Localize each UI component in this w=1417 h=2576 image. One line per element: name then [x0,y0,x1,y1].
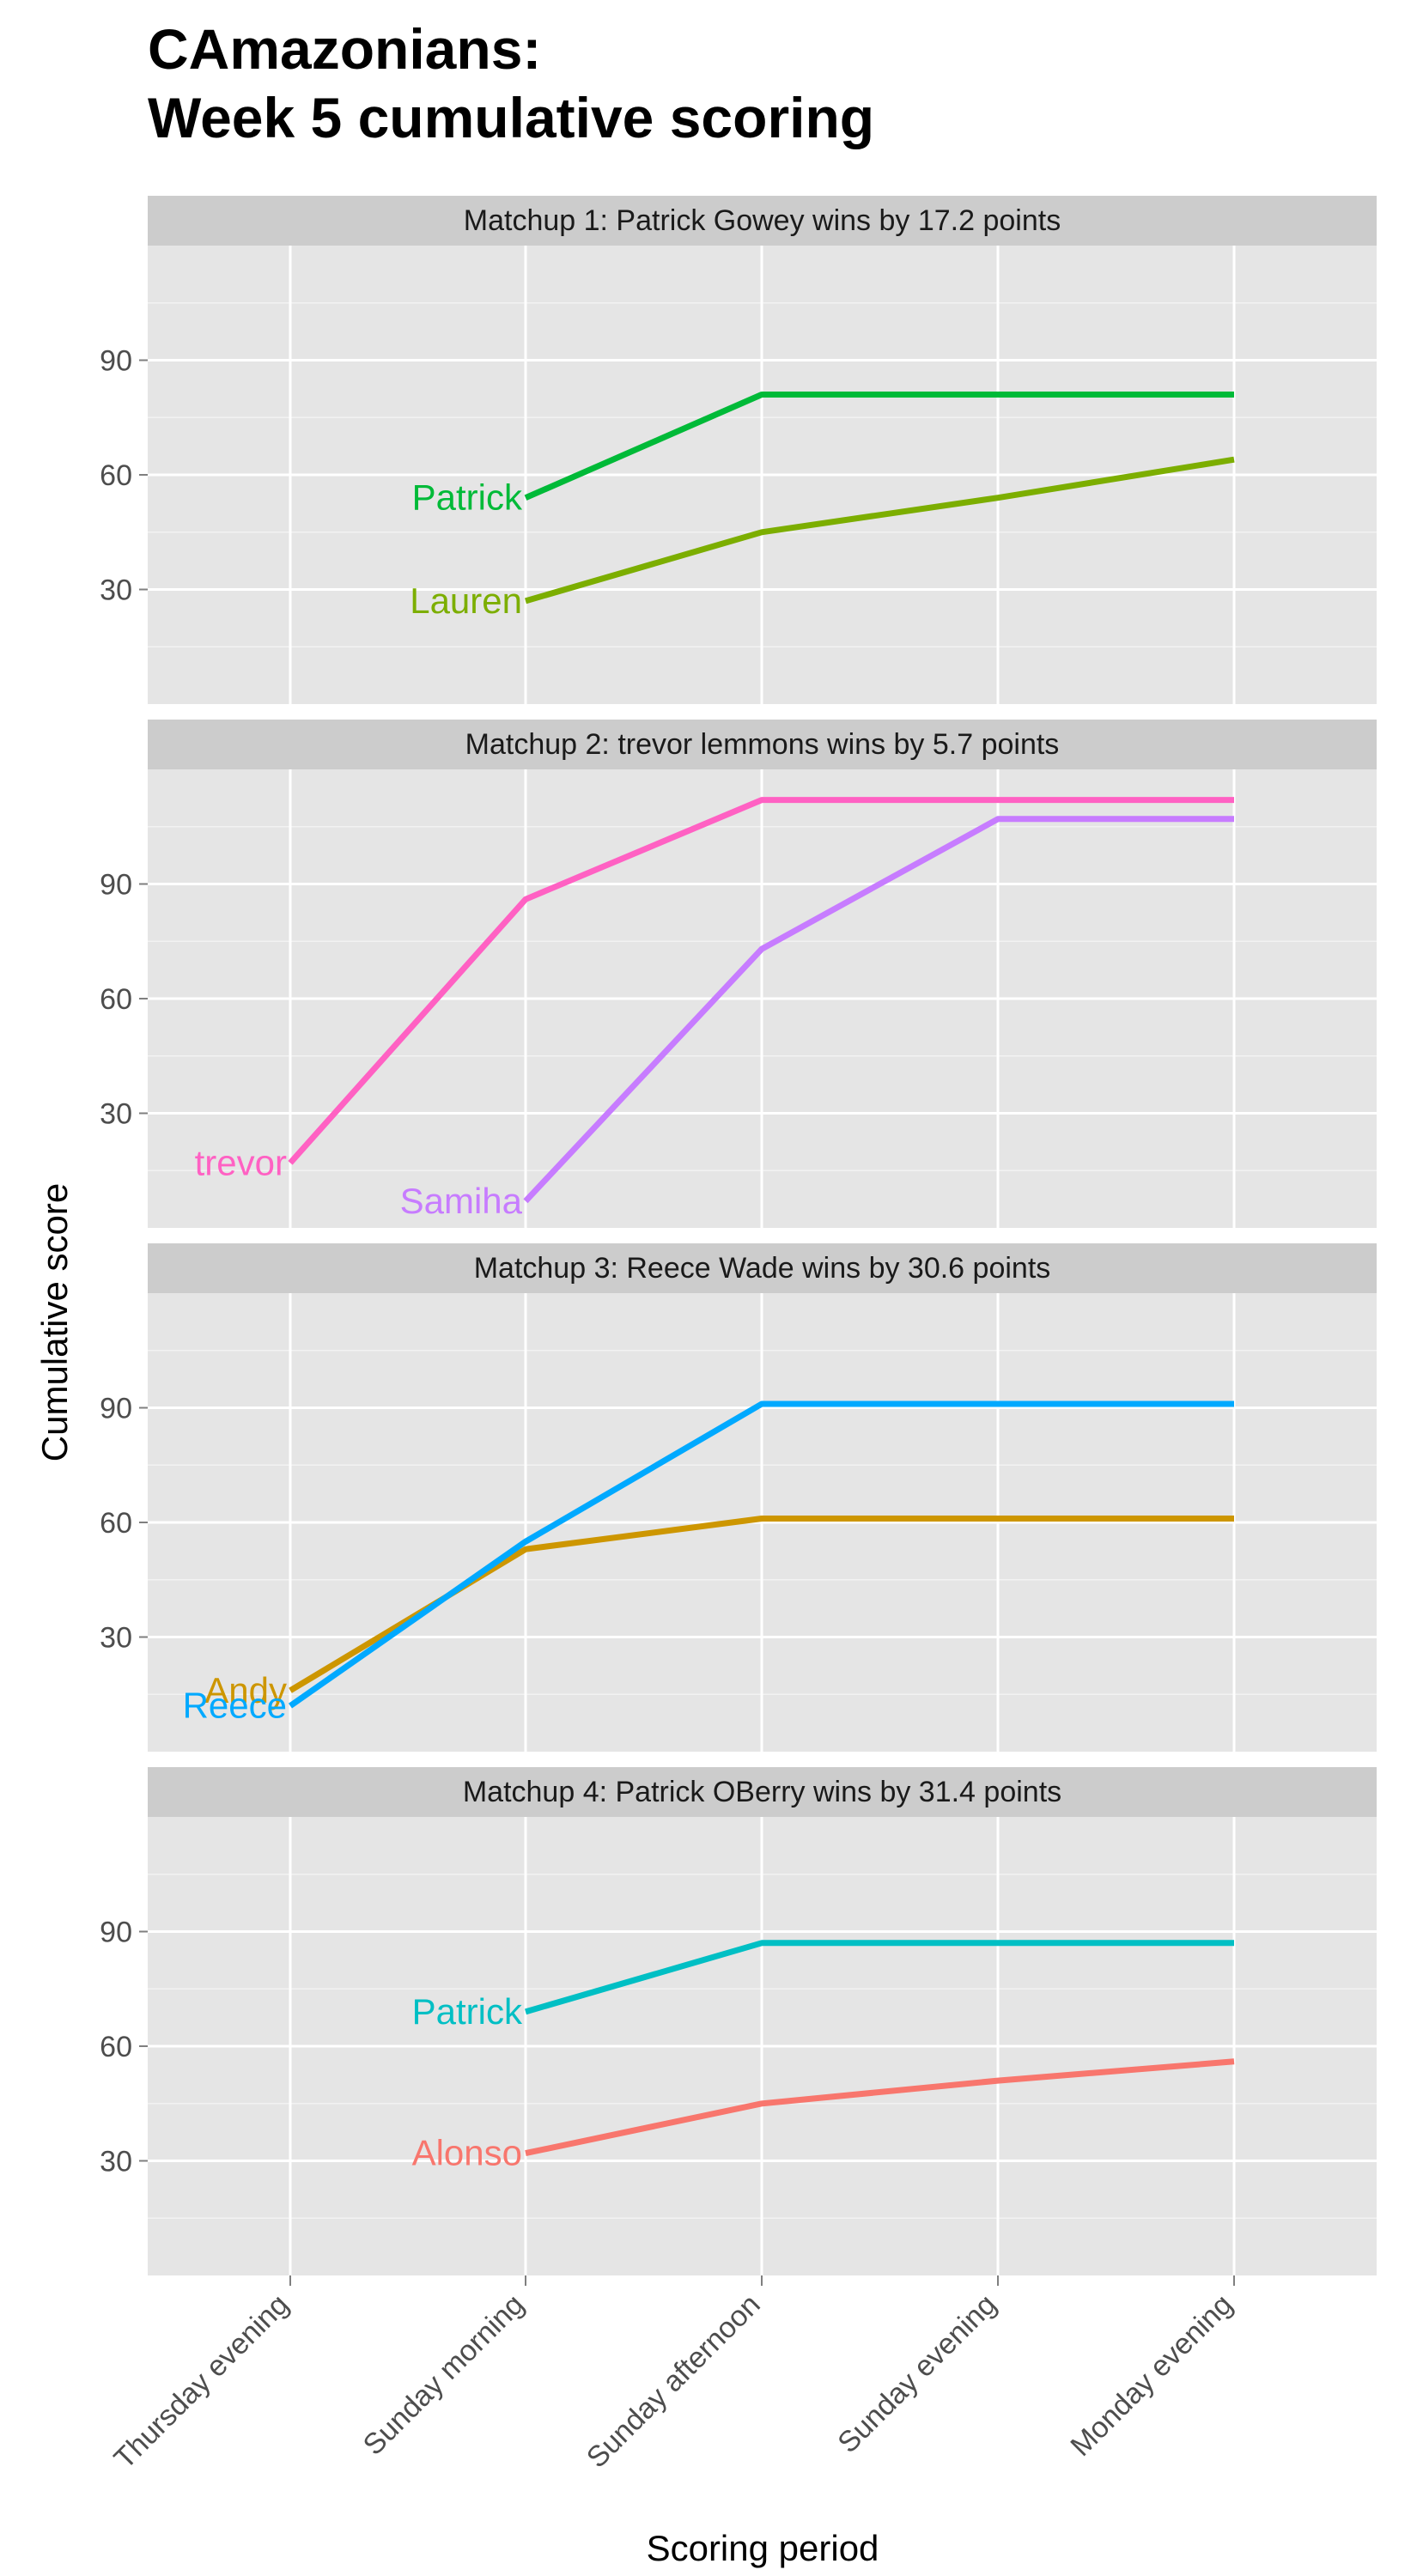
y-tick-label: 30 [100,1622,132,1655]
y-tick-label: 90 [100,1393,132,1425]
y-tick-label: 60 [100,1507,132,1540]
x-tick-label: Sunday evening [831,2288,1002,2459]
y-tick-label: 60 [100,2031,132,2063]
series-label-samiha: Samiha [400,1181,523,1221]
facet-strip [148,196,1377,246]
y-tick-label: 30 [100,2146,132,2178]
x-tick-label: Thursday evening [108,2288,295,2476]
y-axis-title: Cumulative score [34,1183,75,1461]
series-line-patrick [525,1940,1234,2015]
series-line-patrick [524,392,1234,501]
x-axis-title: Scoring period [647,2528,879,2568]
series-label-trevor: trevor [195,1142,287,1182]
facet-4: Matchup 4: Patrick OBerry wins by 31.4 p… [100,1767,1377,2275]
facet-strip-label: Matchup 4: Patrick OBerry wins by 31.4 p… [463,1776,1061,1808]
facet-strip [148,1243,1377,1293]
series-line-lauren [525,456,1235,605]
y-tick-label: 30 [100,574,132,607]
facet-panels: Matchup 1: Patrick Gowey wins by 17.2 po… [100,196,1377,2275]
series-label-patrick: Patrick [412,477,523,518]
chart-title-line-1: CAmazonians: [148,17,541,81]
facet-2: Matchup 2: trevor lemmons wins by 5.7 po… [100,720,1377,1228]
facet-strip-label: Matchup 3: Reece Wade wins by 30.6 point… [474,1252,1051,1285]
y-tick-label: 90 [100,1917,132,1949]
y-tick-label: 30 [100,1098,132,1131]
facet-strip [148,1767,1377,1817]
x-tick-label: Monday evening [1064,2288,1238,2463]
series-label-alonso: Alonso [412,2133,522,2173]
facet-strip-label: Matchup 1: Patrick Gowey wins by 17.2 po… [464,204,1061,237]
series-line-samiha [523,816,1234,1204]
series-label-reece: Reece [183,1686,287,1726]
facet-1: Matchup 1: Patrick Gowey wins by 17.2 po… [100,196,1377,704]
facet-strip [148,720,1377,769]
y-tick-label: 90 [100,869,132,902]
facet-3: Matchup 3: Reece Wade wins by 30.6 point… [100,1243,1377,1752]
series-line-trevor [288,797,1234,1165]
series-label-andy: Andy [204,1670,287,1710]
series-label-patrick: Patrick [412,1991,523,2032]
x-tick-label: Sunday afternoon [581,2288,767,2475]
y-tick-label: 60 [100,459,132,492]
chart-title-line-2: Week 5 cumulative scoring [148,86,874,149]
series-line-reece [288,1400,1234,1709]
series-line-alonso [525,2058,1235,2157]
y-tick-label: 60 [100,983,132,1016]
x-axis: Thursday evening Sunday morning Sunday aft… [108,2275,1239,2476]
series-label-lauren: Lauren [410,580,522,621]
y-tick-label: 90 [100,345,132,378]
x-tick-label: Sunday morning [357,2288,531,2462]
facet-strip-label: Matchup 2: trevor lemmons wins by 5.7 po… [465,728,1060,761]
